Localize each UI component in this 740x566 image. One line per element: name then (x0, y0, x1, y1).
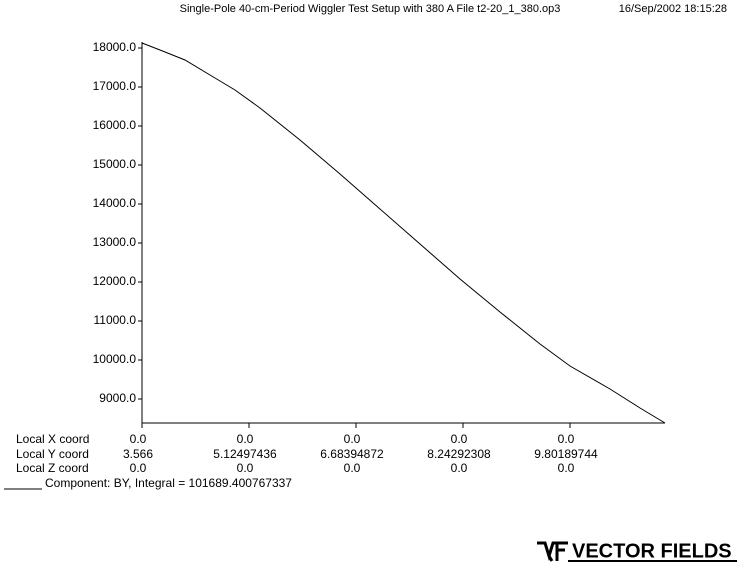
coord-value: 0.0 (344, 461, 361, 475)
x-tick-label: 9.80189744 (534, 447, 598, 461)
y-tick-label: 17000.0 (93, 79, 137, 93)
coord-value: 0.0 (237, 432, 254, 446)
coord-label: Local X coord (16, 432, 89, 446)
y-tick-label: 13000.0 (93, 235, 137, 249)
chart-title: Single-Pole 40-cm-Period Wiggler Test Se… (180, 3, 561, 15)
coord-value: 0.0 (558, 432, 575, 446)
logo: VECTOR FIELDS (537, 540, 737, 562)
coord-value: 0.0 (451, 461, 468, 475)
x-tick-label: 3.566 (123, 447, 153, 461)
x-tick-label: 8.24292308 (427, 447, 491, 461)
logo-text: VECTOR FIELDS (572, 540, 732, 562)
timestamp: 16/Sep/2002 18:15:28 (619, 3, 727, 15)
coord-value: 0.0 (344, 432, 361, 446)
x-tick-label: 5.12497436 (213, 447, 277, 461)
series-line (141, 42, 666, 424)
coord-label: Local Y coord (16, 447, 89, 461)
coord-value: 0.0 (451, 432, 468, 446)
legend-label: Component: BY, Integral = 101689.4007673… (45, 476, 292, 490)
y-tick-label: 15000.0 (93, 157, 137, 171)
y-tick-label: 11000.0 (94, 313, 137, 327)
y-tick-label: 16000.0 (93, 118, 137, 132)
coord-value: 0.0 (130, 461, 147, 475)
coord-value: 0.0 (558, 461, 575, 475)
y-tick-label: 9000.0 (99, 391, 136, 405)
logo-mark (537, 541, 568, 562)
y-tick-label: 14000.0 (93, 196, 137, 210)
x-tick-label: 6.68394872 (320, 447, 384, 461)
coord-value: 0.0 (237, 461, 254, 475)
y-tick-label: 18000.0 (93, 40, 137, 54)
coord-label: Local Z coord (16, 461, 89, 475)
y-tick-label: 12000.0 (93, 274, 137, 288)
y-tick-label: 10000.0 (93, 352, 137, 366)
coord-value: 0.0 (130, 432, 147, 446)
